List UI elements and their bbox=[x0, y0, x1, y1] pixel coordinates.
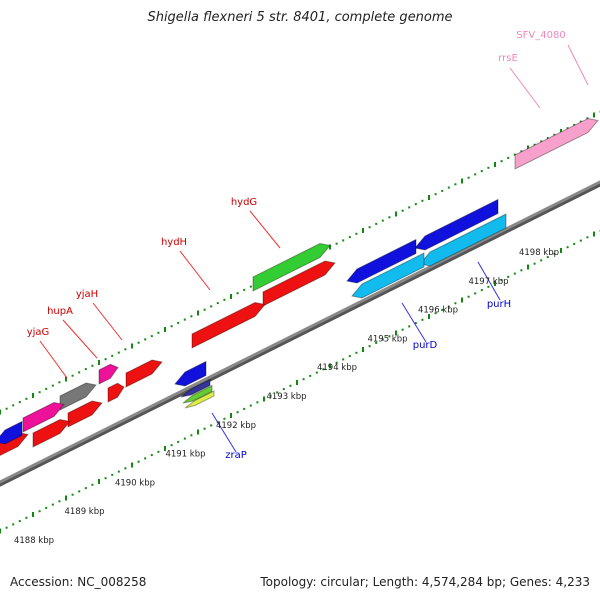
gene-hupA bbox=[98, 363, 119, 385]
map-title: Shigella flexneri 5 str. 8401, complete … bbox=[147, 10, 453, 25]
genome-summary: Topology: circular; Length: 4,574,284 bp… bbox=[260, 575, 590, 589]
label-leader-lines bbox=[39, 44, 589, 453]
gene-yjaH bbox=[125, 359, 163, 388]
gene-label: purD bbox=[413, 340, 438, 351]
gene-reverse-3 bbox=[351, 252, 425, 299]
scale-label: 4194 kbp bbox=[317, 363, 357, 373]
scale-label: 4198 kbp bbox=[519, 248, 559, 258]
scale-label: 4195 kbp bbox=[367, 334, 407, 344]
gene-purH bbox=[414, 198, 499, 251]
gene-purD bbox=[346, 238, 417, 284]
gene-hydG bbox=[252, 242, 331, 292]
scale-label: 4188 kbp bbox=[14, 536, 54, 546]
accession-text: Accession: NC_008258 bbox=[10, 575, 147, 589]
scale-labels: 4188 kbp 4189 kbp 4190 kbp 4191 kbp 4192 kbp… bbox=[14, 248, 559, 546]
scale-label: 4190 kbp bbox=[115, 478, 155, 488]
gene-reverse-2 bbox=[419, 213, 507, 267]
gene-reverse-5 bbox=[182, 384, 213, 404]
leader-line bbox=[39, 340, 68, 379]
scale-label: 4197 kbp bbox=[468, 277, 508, 287]
gene-forward-3 bbox=[67, 400, 103, 428]
gene-forward-1 bbox=[262, 260, 336, 307]
gene-zraP bbox=[180, 378, 211, 398]
leader-line bbox=[401, 302, 427, 343]
leader-line bbox=[567, 44, 589, 86]
leader-line bbox=[509, 67, 541, 109]
backbone-line bbox=[0, 180, 600, 484]
gene-label: hydH bbox=[161, 237, 187, 248]
leader-line bbox=[477, 261, 501, 301]
scale-label: 4192 kbp bbox=[216, 421, 256, 431]
gene-label: hupA bbox=[47, 306, 73, 317]
backbone-shadow bbox=[0, 181, 600, 487]
gene-rrsE bbox=[514, 117, 599, 170]
gene-forward-2 bbox=[107, 382, 125, 403]
leader-line bbox=[249, 210, 281, 249]
leader-line bbox=[62, 319, 98, 359]
gene-label: SFV_4080 bbox=[516, 30, 565, 41]
scale-label: 4196 kbp bbox=[418, 306, 458, 316]
gene-reverse-1 bbox=[0, 420, 23, 445]
scale-label: 4193 kbp bbox=[266, 392, 306, 402]
gene-label: yjaG bbox=[27, 327, 50, 338]
scale-label: 4191 kbp bbox=[165, 450, 205, 460]
gene-forward-5 bbox=[32, 418, 71, 448]
gene-label: rrsE bbox=[498, 53, 518, 64]
leader-line bbox=[211, 412, 237, 453]
gene-features bbox=[0, 117, 599, 457]
gene-label: hydG bbox=[231, 197, 257, 208]
leader-line bbox=[92, 302, 123, 341]
tick-marks bbox=[0, 110, 600, 534]
scale-label: 4189 kbp bbox=[64, 507, 104, 517]
gene-label: purH bbox=[487, 299, 511, 310]
gene-forward-4 bbox=[22, 401, 65, 433]
backbone bbox=[0, 180, 600, 487]
gene-reverse-4 bbox=[174, 360, 207, 387]
gene-label: zraP bbox=[225, 450, 247, 461]
gene-reverse-6 bbox=[184, 390, 215, 409]
gene-hydH bbox=[191, 301, 266, 349]
leader-line bbox=[179, 250, 211, 291]
gene-label: yjaH bbox=[76, 289, 98, 300]
